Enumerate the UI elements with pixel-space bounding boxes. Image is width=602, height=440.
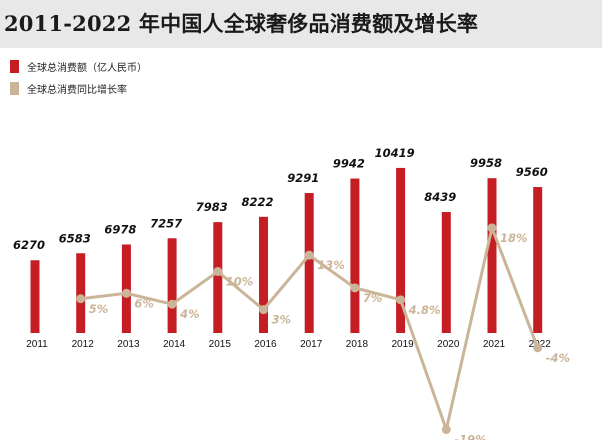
growth-marker-2020 [441, 425, 451, 435]
bar-value-label-2014: 7257 [150, 216, 182, 230]
x-tick-2019: 2019 [391, 339, 414, 350]
growth-label-2015: 10% [226, 275, 254, 289]
bar-value-label-2016: 8222 [241, 195, 273, 209]
x-tick-2020: 2020 [437, 339, 460, 350]
x-tick-2017: 2017 [300, 339, 323, 350]
growth-label-2014: 4% [179, 307, 200, 321]
bar-2018 [350, 178, 360, 333]
legend-label-bar: 全球总消费额（亿人民币） [27, 63, 147, 74]
bar-value-label-2015: 7983 [196, 200, 228, 214]
growth-marker-2016 [259, 305, 268, 315]
bar-value-label-2018: 9942 [333, 157, 365, 171]
growth-marker-2022 [533, 343, 543, 353]
growth-marker-2021 [487, 223, 497, 233]
bar-value-label-2011: 6270 [13, 238, 45, 252]
x-tick-2016: 2016 [254, 339, 277, 350]
bar-2022 [533, 187, 543, 333]
x-tick-2012: 2012 [72, 339, 95, 350]
x-tick-2015: 2015 [209, 339, 232, 350]
title-bar: 2011-2022 年中国人全球奢侈品消费额及增长率 [0, 0, 602, 48]
legend-label-line: 全球总消费同比增长率 [27, 85, 127, 96]
bar-2021 [487, 178, 497, 333]
growth-label-2012: 5% [89, 302, 109, 316]
bar-2013 [121, 244, 131, 333]
bar-2017 [304, 193, 314, 333]
bar-value-label-2022: 9560 [516, 165, 548, 179]
bar-value-labels: 6270 6583 6978 7257 7983 8222 9291 9942 10419 843… [13, 146, 548, 252]
bar-2011 [30, 260, 40, 333]
bar-value-label-2021: 9958 [470, 156, 502, 170]
growth-marker-2019 [396, 295, 406, 305]
x-tick-2018: 2018 [346, 339, 369, 350]
growth-label-2016: 3% [272, 313, 292, 327]
growth-label-2021: 18% [500, 231, 528, 245]
x-tick-2013: 2013 [117, 339, 140, 350]
x-tick-2014: 2014 [163, 339, 186, 350]
bar-value-label-2013: 6978 [104, 222, 136, 236]
x-tick-2021: 2021 [483, 339, 506, 350]
legend-item-bar: 全球总消费额（亿人民币） [10, 60, 147, 74]
growth-markers [76, 223, 543, 435]
bar-2020 [441, 211, 451, 333]
growth-label-2019: 4.8% [408, 303, 441, 317]
bar-value-label-2020: 8439 [424, 190, 456, 204]
legend-item-line: 全球总消费同比增长率 [10, 82, 147, 96]
bar-2014 [167, 238, 177, 333]
legend-swatch-bar [10, 60, 19, 73]
growth-marker-2017 [304, 250, 314, 260]
growth-marker-2015 [213, 267, 223, 276]
legend: 全球总消费额（亿人民币） 全球总消费同比增长率 [10, 60, 147, 104]
bar-value-label-2017: 9291 [287, 171, 319, 185]
growth-label-2013: 6% [134, 296, 154, 310]
legend-swatch-line [10, 82, 19, 95]
growth-marker-2018 [350, 283, 360, 293]
growth-marker-2014 [167, 299, 177, 309]
growth-label-2020: -19% [454, 433, 486, 440]
chart-title: 2011-2022 年中国人全球奢侈品消费额及增长率 [4, 11, 479, 36]
growth-label-2017: 13% [317, 258, 345, 272]
growth-marker-2013 [121, 288, 131, 298]
growth-labels: 5% 6% 4% 10% 3% 13% 7% 4.8% -19% 18% -4% [89, 231, 570, 440]
bar-series [30, 167, 543, 333]
bar-2012 [76, 253, 86, 333]
bar-2019 [396, 167, 406, 333]
bar-value-label-2019: 10419 [375, 146, 415, 160]
bar-2016 [259, 216, 268, 333]
growth-label-2018: 7% [363, 291, 383, 305]
growth-marker-2012 [76, 294, 86, 304]
bar-value-label-2012: 6583 [59, 231, 91, 245]
growth-label-2022: -4% [546, 351, 570, 365]
x-axis-ticks: 2011 2012 2013 2014 2015 2016 2017 2018 2019 2020… [26, 339, 551, 350]
x-tick-2011: 2011 [26, 339, 48, 350]
bar-2015 [213, 222, 223, 333]
